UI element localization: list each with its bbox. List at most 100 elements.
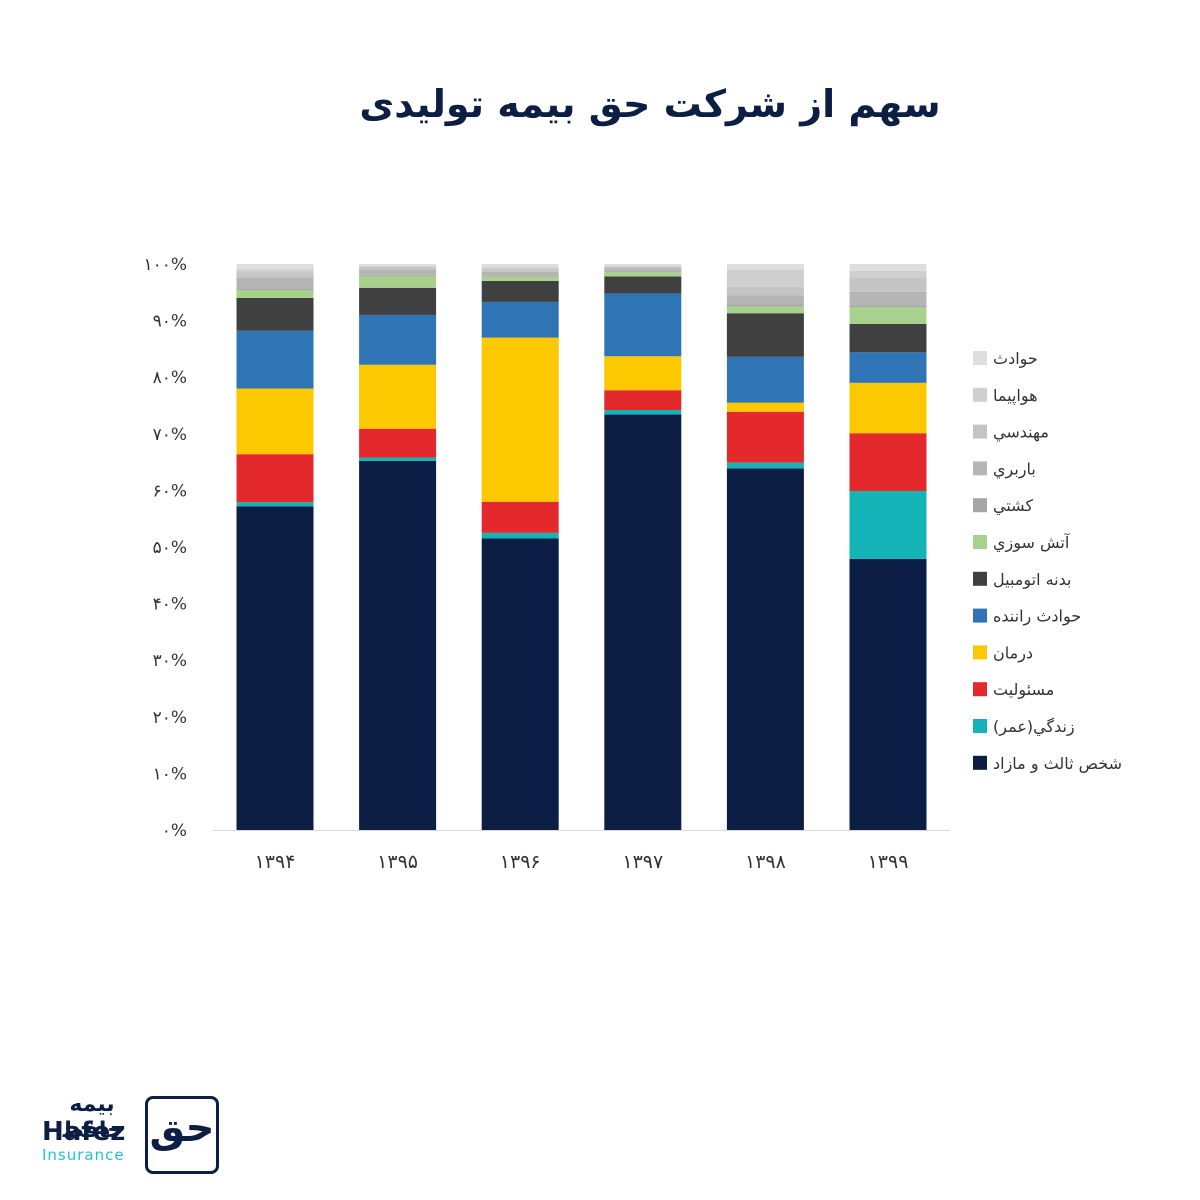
legend-swatch bbox=[973, 424, 987, 439]
bar-segment bbox=[849, 323, 927, 353]
bar-segment bbox=[604, 356, 682, 391]
bars bbox=[236, 264, 927, 830]
legend-item: كشتي bbox=[973, 496, 1033, 516]
bar-segment bbox=[604, 271, 682, 277]
legend-item: حوادث bbox=[973, 349, 1038, 369]
bar-segment bbox=[726, 468, 804, 830]
bar-segment bbox=[359, 428, 437, 458]
bar-segment bbox=[236, 388, 314, 455]
bar-segment bbox=[604, 270, 682, 272]
bar-segment bbox=[236, 288, 314, 291]
bar-segment bbox=[359, 287, 437, 315]
bar-segment bbox=[726, 402, 804, 412]
legend-label: كشتي bbox=[993, 496, 1033, 516]
bar-segment bbox=[726, 295, 804, 305]
bar-segment bbox=[236, 297, 314, 331]
bar-segment bbox=[481, 271, 559, 276]
logo-mark-icon: حق bbox=[145, 1096, 219, 1174]
bar-segment bbox=[481, 538, 559, 830]
legend-swatch bbox=[973, 351, 987, 365]
legend-item: حوادث راننده bbox=[973, 607, 1081, 627]
bar-segment bbox=[236, 454, 314, 503]
y-tick-label: ۷۰% bbox=[153, 425, 187, 445]
legend-item: زندگي(عمر) bbox=[973, 717, 1075, 737]
legend-swatch bbox=[973, 387, 987, 402]
bar-segment bbox=[236, 502, 314, 507]
y-tick-label: ۶۰% bbox=[153, 481, 187, 501]
bar-segment bbox=[359, 460, 437, 830]
legend-item: باربري bbox=[973, 459, 1036, 479]
legend-label: بدنه اتومبيل bbox=[993, 570, 1071, 590]
legend-item: بدنه اتومبيل bbox=[973, 570, 1071, 590]
hafez-logo: بیمه حافظ Hafez Insurance حق bbox=[38, 1092, 228, 1174]
legend-label: زندگي(عمر) bbox=[993, 717, 1075, 737]
bar-segment bbox=[359, 264, 437, 266]
bar-stack bbox=[604, 264, 682, 830]
bar-segment bbox=[604, 265, 682, 267]
bar-segment bbox=[359, 265, 437, 267]
bar-segment bbox=[726, 306, 804, 314]
bar-segment bbox=[481, 269, 559, 272]
bar-segment bbox=[726, 313, 804, 357]
bar-segment bbox=[236, 264, 314, 270]
bar-segment bbox=[849, 382, 927, 434]
bar-segment bbox=[726, 269, 804, 287]
bar-segment bbox=[849, 264, 927, 271]
bar-segment bbox=[481, 301, 559, 338]
legend-swatch bbox=[973, 645, 987, 660]
legend-label: باربري bbox=[993, 459, 1036, 479]
bar-segment bbox=[849, 291, 927, 306]
legend-label: شخص ثالث و مازاد bbox=[993, 754, 1122, 774]
y-tick-label: ۴۰% bbox=[153, 595, 187, 615]
x-tick-label: ۱۳۹۹ bbox=[868, 851, 909, 873]
bar-segment bbox=[236, 269, 314, 273]
y-axis: ۰% ۱۰% ۲۰% ۳۰% ۴۰% ۵۰% ۶۰% ۷۰% ۸۰% ۹۰% ۱۰۰% bbox=[143, 255, 187, 841]
legend-label: آتش سوزي bbox=[993, 533, 1071, 553]
bar-segment bbox=[359, 274, 437, 276]
legend-swatch bbox=[973, 571, 987, 586]
bar-segment bbox=[726, 462, 804, 469]
legend-item: آتش سوزي bbox=[973, 533, 1071, 553]
legend-swatch bbox=[973, 461, 987, 476]
x-tick-label: ۱۳۹۵ bbox=[377, 851, 418, 873]
x-tick-label: ۱۳۹۷ bbox=[622, 851, 663, 873]
bar-segment bbox=[604, 390, 682, 411]
bar-segment bbox=[359, 364, 437, 429]
bar-segment bbox=[726, 264, 804, 270]
legend-swatch bbox=[973, 755, 987, 770]
legend-item: شخص ثالث و مازاد bbox=[973, 754, 1122, 774]
bar-segment bbox=[359, 275, 437, 288]
logo-text-en: Hafez bbox=[42, 1117, 126, 1147]
bar-segment bbox=[481, 275, 559, 277]
x-axis: ۱۳۹۴ ۱۳۹۵ ۱۳۹۶ ۱۳۹۷ ۱۳۹۸ ۱۳۹۹ bbox=[213, 830, 950, 873]
bar-stack bbox=[359, 264, 437, 830]
x-tick-label: ۱۳۹۸ bbox=[745, 851, 786, 873]
legend-item: مهندسي bbox=[973, 423, 1049, 443]
bar-stack bbox=[849, 264, 927, 830]
bar-segment bbox=[359, 457, 437, 461]
bar-segment bbox=[236, 290, 314, 298]
bar-segment bbox=[359, 314, 437, 365]
bar-segment bbox=[604, 266, 682, 269]
bar-segment bbox=[849, 352, 927, 383]
bar-segment bbox=[359, 266, 437, 270]
y-tick-label: ۹۰% bbox=[153, 312, 187, 332]
bar-segment bbox=[236, 272, 314, 278]
y-tick-label: ۳۰% bbox=[153, 651, 187, 671]
bar-segment bbox=[849, 305, 927, 308]
bar-segment bbox=[849, 307, 927, 324]
bar-segment bbox=[604, 293, 682, 357]
bar-segment bbox=[236, 277, 314, 289]
legend-swatch bbox=[973, 535, 987, 549]
y-tick-label: ۱۰۰% bbox=[143, 255, 187, 275]
bar-segment bbox=[849, 277, 927, 292]
bar-segment bbox=[481, 280, 559, 302]
legend-label: هواپيما bbox=[993, 386, 1038, 406]
bar-stack bbox=[481, 264, 559, 830]
legend-item: درمان bbox=[973, 643, 1033, 663]
bar-segment bbox=[726, 411, 804, 463]
y-tick-label: ۲۰% bbox=[153, 708, 187, 728]
legend-label: حوادث bbox=[993, 349, 1038, 369]
legend-swatch bbox=[973, 498, 987, 513]
